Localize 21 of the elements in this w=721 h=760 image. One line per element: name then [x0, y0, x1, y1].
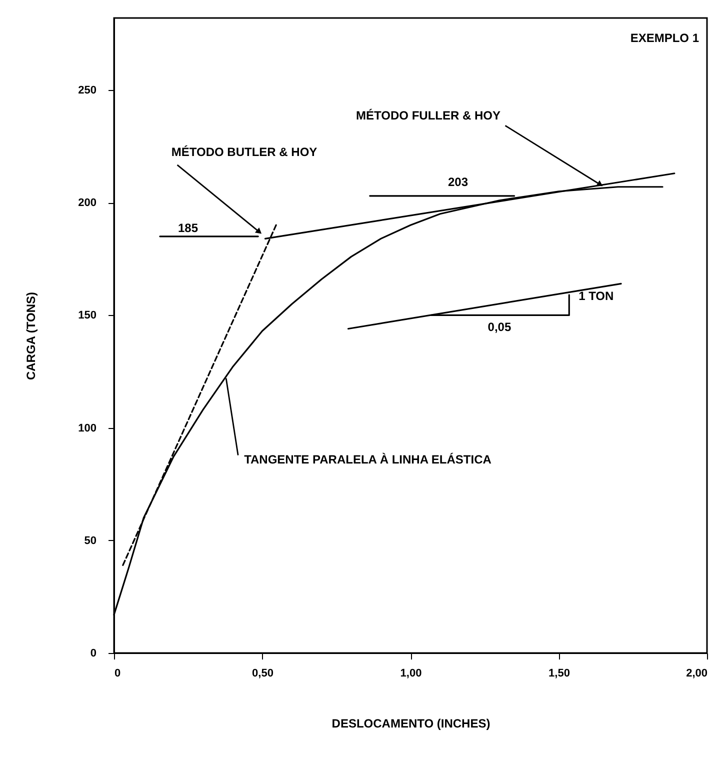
y-tick-label: 200 — [78, 197, 96, 210]
annotation: 185 — [178, 221, 198, 235]
annotation: MÉTODO FULLER & HOY — [356, 108, 500, 123]
annotation: 0,05 — [488, 320, 512, 334]
y-tick-label: 50 — [84, 534, 96, 547]
x-tick-label: 1,00 — [400, 668, 422, 680]
annotation: TANGENTE PARALELA À LINHA ELÁSTICA — [244, 452, 492, 466]
x-tick-label: 0 — [114, 668, 121, 680]
y-tick-label: 0 — [90, 648, 96, 660]
y-tick-label: 100 — [78, 422, 96, 434]
annotation: 1 TON — [578, 288, 614, 303]
annotation: 203 — [448, 175, 468, 189]
annotation: EXEMPLO 1 — [630, 31, 700, 45]
y-axis-title: CARGA (TONS) — [24, 292, 38, 380]
y-tick-label: 250 — [78, 84, 96, 97]
x-tick-label: 2,00 — [686, 668, 708, 680]
annotation: MÉTODO BUTLER & HOY — [171, 144, 318, 159]
y-tick-label: 150 — [78, 310, 96, 322]
x-tick-label: 0,50 — [252, 668, 274, 680]
x-tick-label: 1,50 — [548, 668, 570, 680]
x-axis-title: DESLOCAMENTO (INCHES) — [332, 716, 490, 730]
